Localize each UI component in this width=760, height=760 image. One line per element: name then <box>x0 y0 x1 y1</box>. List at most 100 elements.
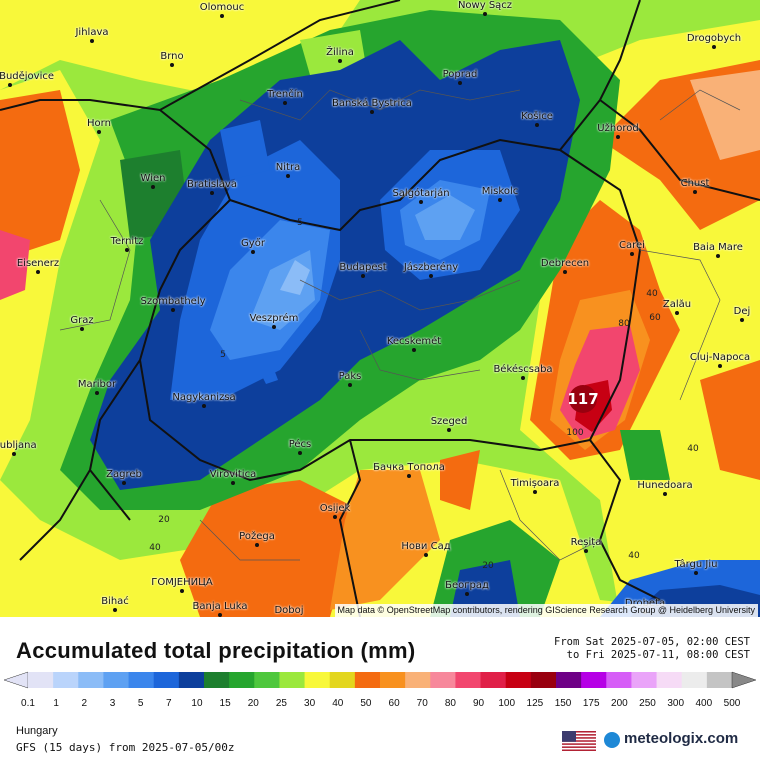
city-marker <box>251 250 255 254</box>
city-label: Győr <box>241 238 265 249</box>
legend-tick-label: 3 <box>109 698 116 709</box>
city-marker <box>286 174 290 178</box>
city-label: Olomouc <box>199 2 245 13</box>
city-marker <box>675 311 679 315</box>
period-from: From Sat 2025-07-05, 02:00 CEST <box>554 636 750 648</box>
city-label: Veszprém <box>249 313 299 324</box>
city-label: Szombathely <box>140 296 206 307</box>
city-marker <box>283 101 287 105</box>
period-info: From Sat 2025-07-05, 02:00 CEST to Fri 2… <box>554 636 750 662</box>
city-marker <box>95 391 99 395</box>
city-label: Zalău <box>662 299 692 310</box>
city-label: Chust <box>680 178 710 189</box>
city-marker <box>272 325 276 329</box>
city-label: Ljubljana <box>0 440 37 451</box>
city-marker <box>693 190 697 194</box>
city-label: Banská Bystrica <box>332 98 412 109</box>
city-label: Debrecen <box>540 258 590 269</box>
city-label: Osijek <box>319 503 351 514</box>
city-marker <box>533 490 537 494</box>
city-label: Eisenerz <box>16 258 60 269</box>
city-marker <box>419 200 423 204</box>
legend-tick-label: 70 <box>416 698 428 709</box>
city-marker <box>740 318 744 322</box>
legend-swatch <box>505 672 532 688</box>
legend-swatch <box>53 672 79 688</box>
legend-swatch <box>204 672 230 688</box>
legend-tick-label: 10 <box>191 698 203 709</box>
city-label: Nitra <box>275 162 301 173</box>
city-label: Graz <box>70 315 94 326</box>
legend-tick-label: 125 <box>526 698 544 709</box>
legend-swatch <box>254 672 280 688</box>
city-marker <box>370 110 374 114</box>
city-label: Doboj <box>274 605 304 616</box>
period-to: to Fri 2025-07-11, 08:00 CEST <box>566 649 750 661</box>
legend-tick-label: 2 <box>81 698 88 709</box>
us-flag-icon[interactable] <box>562 731 596 751</box>
city-label: Požega <box>239 531 275 542</box>
city-marker <box>220 14 224 18</box>
city-label: Poprad <box>442 69 478 80</box>
city-marker <box>125 248 129 252</box>
city-marker <box>218 613 222 617</box>
map-canvas <box>0 0 760 617</box>
city-marker <box>412 348 416 352</box>
city-marker <box>429 274 433 278</box>
legend-tick-label: 20 <box>247 698 259 709</box>
legend-arrow-low <box>3 671 29 689</box>
brand-name[interactable]: meteologix.com <box>624 730 739 747</box>
legend-tick-label: 90 <box>472 698 485 709</box>
legend-tick-label: 15 <box>219 698 231 709</box>
precipitation-map[interactable]: Olomouc Nowy Sącz Jihlava Drogobych Brno Žili… <box>0 0 760 617</box>
city-label: Нови Сад <box>401 541 451 552</box>
legend-tick-label: 40 <box>332 698 344 709</box>
city-marker <box>718 364 722 368</box>
legend-swatch <box>153 672 180 688</box>
max-precip-label: 117 <box>567 390 599 408</box>
legend-swatch <box>229 672 255 688</box>
contour-label: 40 <box>687 444 699 454</box>
city-marker <box>663 492 667 496</box>
city-marker <box>424 553 428 557</box>
city-label: Maribor <box>77 379 117 390</box>
city-label: Drogobych <box>686 33 742 44</box>
city-label: Bihać <box>101 596 129 607</box>
legend-tick-label: 50 <box>360 698 372 709</box>
city-label: Cluj-Napoca <box>689 352 751 363</box>
city-marker <box>80 327 84 331</box>
city-label: Hunedoara <box>637 480 693 491</box>
legend-swatch <box>103 672 130 688</box>
city-marker <box>563 270 567 274</box>
legend-tick-label: 175 <box>582 698 600 709</box>
city-marker <box>458 81 462 85</box>
city-marker <box>122 481 126 485</box>
meteologix-logo-icon <box>604 732 620 748</box>
legend-tick-label: 60 <box>388 698 400 709</box>
city-label: Bratislava <box>187 179 237 190</box>
legend-swatch <box>530 672 557 688</box>
city-label: Szeged <box>430 416 468 427</box>
contour-label: 40 <box>646 289 658 299</box>
city-marker <box>465 592 469 596</box>
legend-swatch <box>706 672 733 688</box>
city-label: Békéscsaba <box>493 364 553 375</box>
color-legend <box>0 671 760 711</box>
legend-tick-label: 30 <box>304 698 316 709</box>
city-label: Trenčín <box>267 89 303 100</box>
legend-tick-label: 100 <box>498 698 516 709</box>
legend-swatch <box>656 672 683 688</box>
city-label: Jászberény <box>403 262 459 273</box>
city-label: Kecskemét <box>386 336 442 347</box>
legend-swatch <box>430 672 456 688</box>
city-marker <box>170 63 174 67</box>
city-label: Horn <box>87 118 111 129</box>
legend-tick-label: 80 <box>444 698 456 709</box>
city-marker <box>151 185 155 189</box>
legend-swatch <box>178 672 205 688</box>
legend-swatch <box>279 672 306 688</box>
legend-swatch <box>455 672 482 688</box>
city-marker <box>36 270 40 274</box>
city-marker <box>113 608 117 612</box>
contour-label: 5 <box>220 350 226 360</box>
